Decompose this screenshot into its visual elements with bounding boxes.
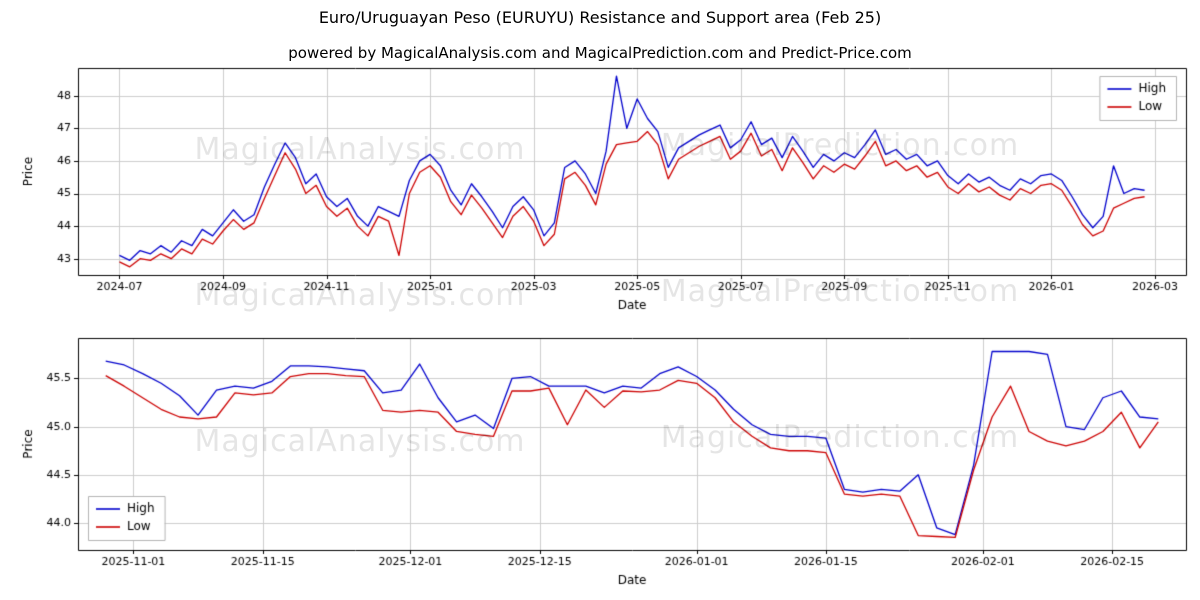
chart-title: Euro/Uruguayan Peso (EURUYU) Resistance …	[318, 8, 882, 27]
chart-subtitle: powered by MagicalAnalysis.com and Magic…	[288, 44, 912, 62]
price-chart-bottom	[0, 328, 1200, 600]
price-chart-top	[0, 60, 1200, 318]
